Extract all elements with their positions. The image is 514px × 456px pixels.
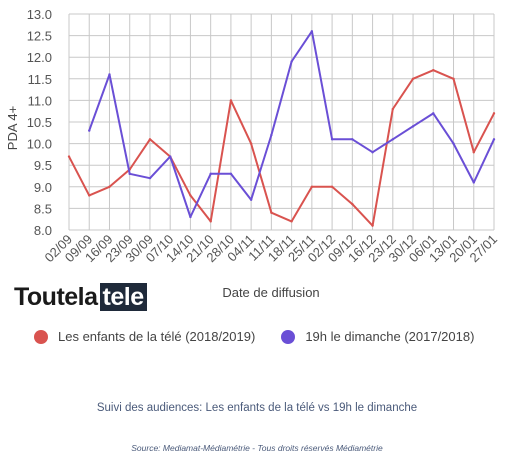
point-s1-19 [452, 77, 455, 81]
legend-swatch-series-1 [34, 329, 48, 344]
point-s1-14 [351, 202, 354, 206]
chart-subtitle: Suivi des audiences: Les enfants de la t… [96, 402, 418, 414]
grid-lines [68, 13, 495, 231]
y-tick-2: 9.0 [34, 180, 52, 195]
toutelatele-logo: Toutela tele [14, 283, 147, 311]
point-s1-4 [148, 138, 152, 141]
point-s2-3 [128, 172, 131, 176]
series-lines [67, 30, 496, 227]
source-note: Source: Mediamat-Médiamétrie - Tous droi… [131, 443, 383, 453]
legend-swatch-series-2 [281, 329, 296, 344]
y-tick-4: 10.0 [27, 137, 52, 152]
point-s2-15 [371, 151, 374, 154]
point-s1-1 [88, 194, 91, 197]
y-tick-1: 8.5 [34, 201, 52, 216]
legend-item-series-2: 19h le dimanche (2017/2018) [281, 329, 474, 344]
y-tick-8: 12.0 [27, 50, 52, 65]
point-s2-18 [432, 112, 435, 115]
legend-item-series-1: Les enfants de la télé (2018/2019) [34, 329, 255, 344]
point-s1-15 [371, 224, 374, 227]
point-s2-21 [492, 138, 496, 141]
point-s1-7 [209, 220, 212, 223]
y-tick-labels: 8.0 8.5 9.0 9.5 10.0 10.5 11.0 11.5 12.0 12.5 13.0 [27, 7, 52, 238]
point-s1-2 [108, 185, 111, 188]
point-s2-16 [391, 138, 395, 141]
point-s2-5 [168, 155, 172, 158]
point-s1-6 [189, 194, 192, 197]
y-tick-3: 9.5 [34, 158, 52, 173]
x-axis-label: Date de diffusion [222, 285, 319, 300]
logo-part-2: tele [99, 283, 147, 311]
point-s2-20 [472, 181, 475, 184]
point-s2-6 [189, 215, 192, 219]
point-s2-13 [330, 138, 334, 141]
point-s2-19 [452, 142, 455, 145]
point-s1-0 [67, 155, 71, 158]
point-s2-12 [310, 30, 314, 33]
y-tick-0: 8.0 [34, 223, 52, 238]
point-s1-8 [229, 99, 233, 102]
point-s2-1 [88, 129, 91, 132]
point-s1-13 [330, 185, 334, 188]
point-s1-18 [432, 68, 435, 72]
point-s1-9 [249, 142, 253, 145]
point-s2-11 [290, 60, 293, 63]
point-s1-12 [310, 185, 314, 188]
point-s2-4 [148, 176, 152, 180]
point-s1-10 [270, 211, 273, 214]
legend: Les enfants de la télé (2018/2019) 19h l… [34, 329, 500, 344]
point-s1-20 [472, 151, 475, 154]
point-s2-9 [249, 198, 253, 201]
y-axis-label: PDA 4+ [5, 106, 20, 150]
point-s2-2 [108, 73, 111, 76]
legend-label-series-1: Les enfants de la télé (2018/2019) [58, 329, 256, 344]
point-s2-14 [351, 138, 354, 141]
series-line-1 [68, 69, 495, 227]
logo-part-1: Toutela [14, 283, 98, 311]
point-s1-17 [411, 77, 415, 81]
point-s1-21 [492, 112, 496, 115]
line-chart: 8.0 8.5 9.0 9.5 10.0 10.5 11.0 11.5 12.0 12.5 13.0… [5, 7, 501, 300]
point-s2-7 [209, 172, 212, 176]
y-tick-9: 12.5 [27, 29, 52, 44]
y-tick-6: 11.0 [28, 93, 52, 108]
y-tick-5: 10.5 [27, 115, 52, 130]
point-s2-8 [229, 172, 233, 176]
point-s1-16 [391, 107, 395, 111]
point-s2-10 [270, 133, 273, 137]
legend-label-series-2: 19h le dimanche (2017/2018) [305, 329, 475, 344]
y-tick-10: 13.0 [27, 7, 52, 22]
point-s2-17 [411, 125, 415, 128]
y-tick-7: 11.5 [28, 72, 52, 87]
x-tick-labels: 02/0909/0916/0923/0930/0907/1014/1021/10… [42, 232, 501, 266]
point-s1-11 [290, 220, 293, 223]
